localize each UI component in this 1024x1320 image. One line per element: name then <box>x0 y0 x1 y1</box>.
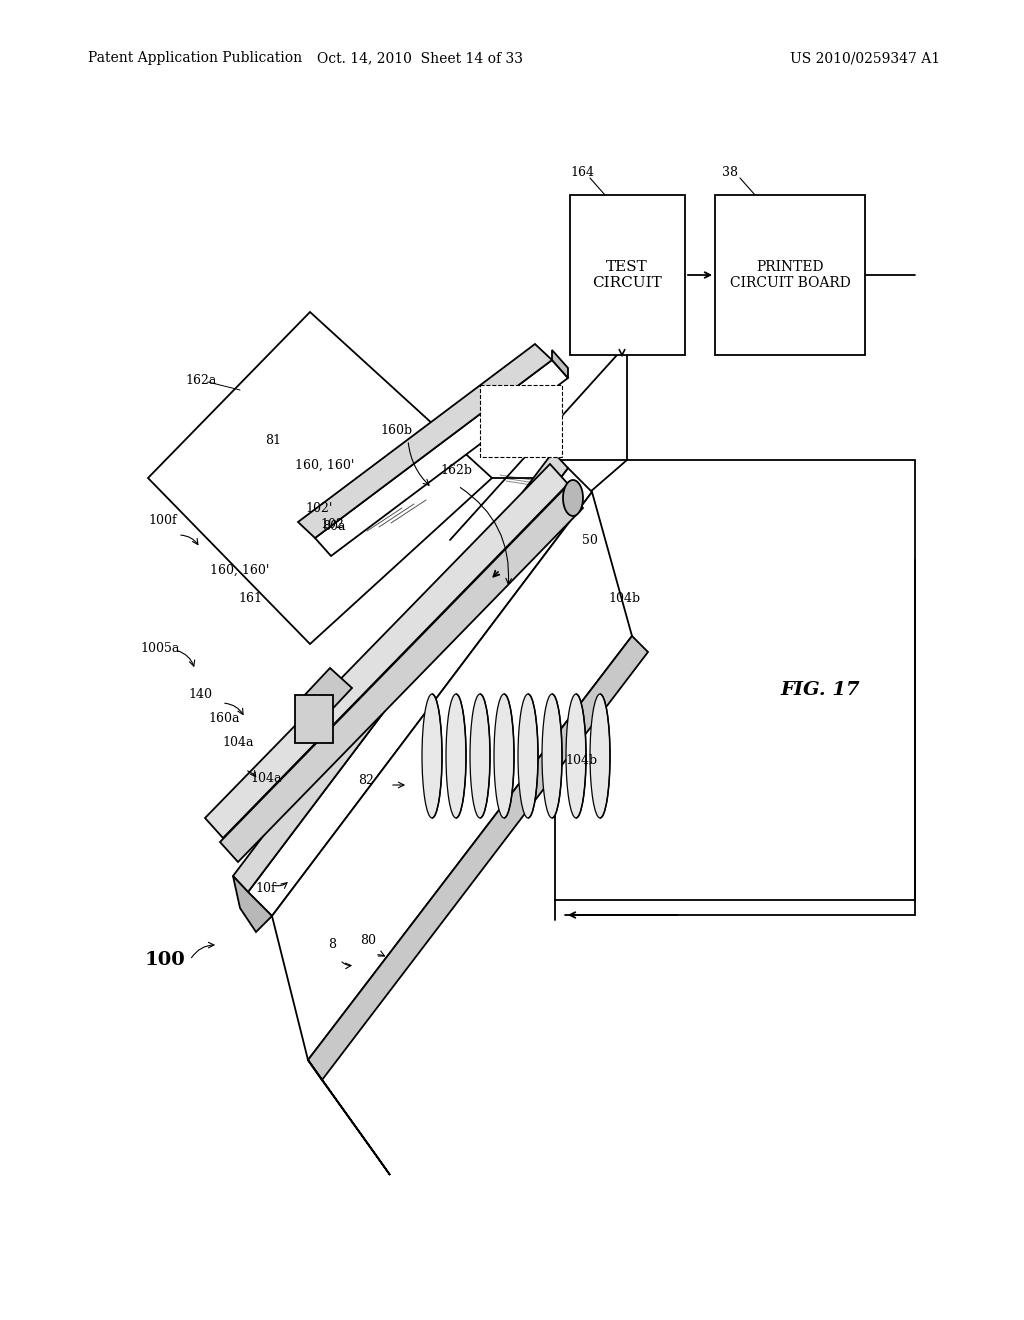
Text: 104b: 104b <box>565 754 597 767</box>
Polygon shape <box>233 876 272 932</box>
Text: 50: 50 <box>582 533 598 546</box>
Text: 1005a: 1005a <box>140 642 179 655</box>
Text: 38: 38 <box>722 165 738 178</box>
Text: 82: 82 <box>358 774 374 787</box>
Text: 100: 100 <box>145 950 185 969</box>
Text: 102: 102 <box>319 517 344 531</box>
Ellipse shape <box>563 480 583 516</box>
Text: 81: 81 <box>265 433 281 446</box>
Text: 162a: 162a <box>185 374 216 387</box>
Text: 104a: 104a <box>222 735 254 748</box>
Polygon shape <box>205 465 568 838</box>
Polygon shape <box>300 668 352 719</box>
Text: 104b: 104b <box>608 591 640 605</box>
Polygon shape <box>233 451 568 892</box>
Text: 10f: 10f <box>255 882 275 895</box>
Text: 162b: 162b <box>440 463 472 477</box>
Text: 160, 160': 160, 160' <box>210 564 269 577</box>
Text: 140: 140 <box>188 689 212 701</box>
Ellipse shape <box>470 694 490 818</box>
Text: PRINTED
CIRCUIT BOARD: PRINTED CIRCUIT BOARD <box>730 260 850 290</box>
Ellipse shape <box>542 694 562 818</box>
Polygon shape <box>272 492 632 1060</box>
Ellipse shape <box>494 694 514 818</box>
Text: 80a: 80a <box>322 520 345 533</box>
Text: 164: 164 <box>570 165 594 178</box>
Text: 100f: 100f <box>148 513 176 527</box>
Ellipse shape <box>446 694 466 818</box>
Text: US 2010/0259347 A1: US 2010/0259347 A1 <box>790 51 940 65</box>
Ellipse shape <box>518 694 538 818</box>
Ellipse shape <box>566 694 586 818</box>
Ellipse shape <box>422 694 442 818</box>
Text: Oct. 14, 2010  Sheet 14 of 33: Oct. 14, 2010 Sheet 14 of 33 <box>317 51 523 65</box>
Polygon shape <box>552 350 568 378</box>
Text: FIG. 17: FIG. 17 <box>780 681 859 700</box>
Text: 104a: 104a <box>250 771 282 784</box>
Bar <box>715 195 865 355</box>
Bar <box>555 459 915 900</box>
Polygon shape <box>315 360 568 556</box>
Text: TEST
CIRCUIT: TEST CIRCUIT <box>592 260 662 290</box>
Bar <box>480 385 562 457</box>
Polygon shape <box>220 488 583 862</box>
Polygon shape <box>248 469 592 916</box>
Text: 160a: 160a <box>208 711 240 725</box>
Ellipse shape <box>590 694 610 818</box>
Polygon shape <box>298 345 552 539</box>
Polygon shape <box>308 1060 390 1175</box>
Polygon shape <box>308 636 648 1080</box>
Text: 160, 160': 160, 160' <box>295 458 354 471</box>
Bar <box>295 696 333 743</box>
Text: 8: 8 <box>328 939 336 952</box>
Polygon shape <box>148 312 492 644</box>
Bar <box>570 195 685 355</box>
Text: 80: 80 <box>360 933 376 946</box>
Text: Patent Application Publication: Patent Application Publication <box>88 51 302 65</box>
Text: 161: 161 <box>238 591 262 605</box>
Text: 160b: 160b <box>380 424 412 437</box>
Text: 102': 102' <box>305 502 333 515</box>
